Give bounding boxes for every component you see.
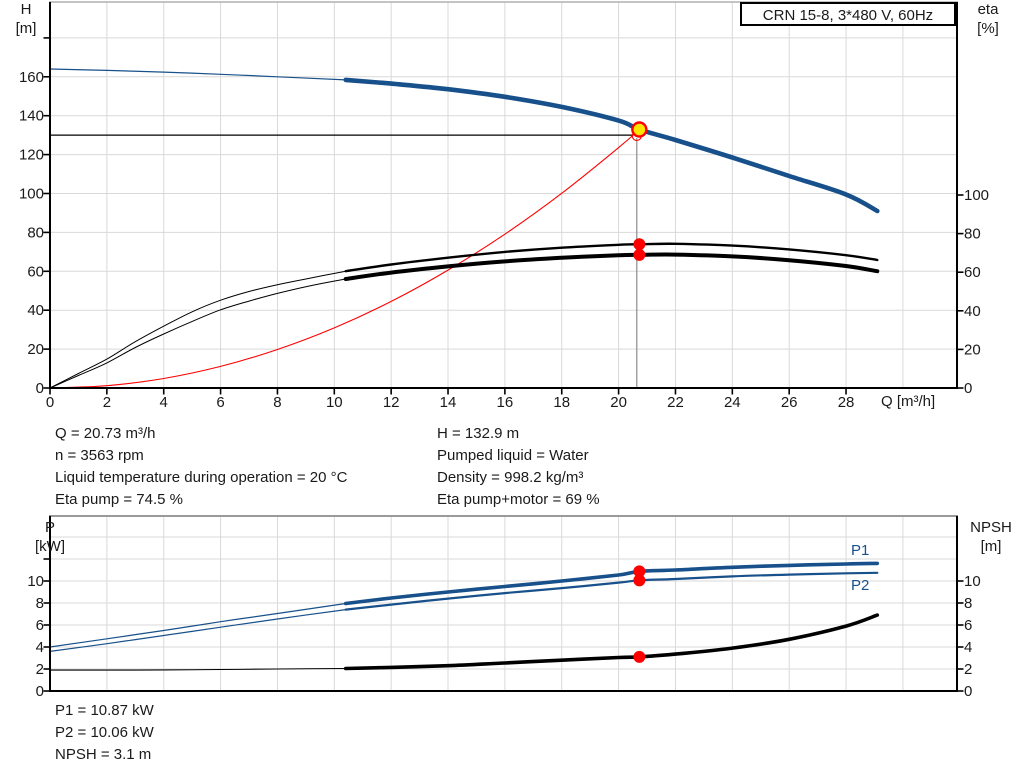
h-tick-label: 60 (27, 263, 44, 280)
p-tick-label: 8 (36, 595, 44, 612)
pump-title-text: CRN 15-8, 3*480 V, 60Hz (762, 7, 934, 24)
npsh-curve-thin (49, 667, 347, 671)
eta-axis-unit-label: eta [%] (964, 0, 1012, 38)
eta-duty-dot (633, 248, 646, 261)
q-tick-label: 14 (440, 394, 457, 411)
q-tick-label: 0 (46, 394, 54, 411)
eta-tick-label: 20 (964, 341, 981, 358)
system-curve-thin (49, 128, 640, 389)
annotation-flow: Q = 20.73 m³/h (55, 425, 156, 442)
p-tick-label: 2 (36, 661, 44, 678)
npsh-tick-label: 0 (964, 683, 972, 700)
p1-duty-dot (633, 565, 646, 578)
p-tick-label: 6 (36, 617, 44, 634)
h-tick-label: 80 (27, 224, 44, 241)
h-tick-label: 0 (36, 380, 44, 397)
duty-point-marker (631, 121, 648, 138)
eta-pump-curve-thin (49, 270, 347, 389)
eta-pump-curve (344, 242, 879, 273)
h-tick-label: 120 (19, 147, 44, 164)
annotation-p2: P2 = 10.06 kW (55, 724, 154, 741)
npsh-axis-unit-line2: [m] (980, 538, 1002, 555)
q-tick-label: 16 (497, 394, 514, 411)
annotation-npsh: NPSH = 3.1 m (55, 746, 152, 763)
q-tick-label: 22 (667, 394, 684, 411)
annotation-eta-pump: Eta pump = 74.5 % (55, 491, 183, 508)
duty-annotations-right: H = 132.9 m Pumped liquid = Water Densit… (437, 423, 600, 511)
annotation-head: H = 132.9 m (437, 425, 520, 442)
eta-axis-unit-line1: eta (977, 1, 999, 18)
pump-title-box: CRN 15-8, 3*480 V, 60Hz (740, 2, 956, 26)
qh-curve-thin (49, 68, 347, 81)
npsh-tick-label: 4 (964, 639, 972, 656)
annotation-p1: P1 = 10.87 kW (55, 702, 154, 719)
p2-curve-label: P2 (851, 577, 870, 594)
power-annotations: P1 = 10.87 kW P2 = 10.06 kW NPSH = 3.1 m (55, 700, 154, 766)
annotation-eta-pump-motor: Eta pump+motor = 69 % (437, 491, 600, 508)
h-axis-unit-label: H [m] (6, 0, 46, 38)
npsh-axis-unit-line1: NPSH (970, 519, 1012, 536)
p2-curve (344, 571, 879, 611)
p-tick-label: 10 (27, 573, 44, 590)
npsh-curve (343, 613, 880, 671)
annotation-pumped-liquid: Pumped liquid = Water (437, 447, 589, 464)
q-tick-label: 28 (838, 394, 855, 411)
eta-pump-motor-curve (343, 252, 880, 281)
q-tick-label: 20 (610, 394, 627, 411)
h-tick-label: 160 (19, 69, 44, 86)
p1-curve (343, 561, 880, 606)
eta-tick-label: 60 (964, 264, 981, 281)
q-tick-label: 6 (216, 394, 224, 411)
eta-duty-dot (633, 238, 646, 251)
annotation-density: Density = 998.2 kg/m³ (437, 469, 584, 486)
npsh-tick-label: 2 (964, 661, 972, 678)
p2-duty-dot (633, 574, 646, 587)
p-tick-label: 4 (36, 639, 44, 656)
annotation-speed: n = 3563 rpm (55, 447, 144, 464)
q-axis-unit-label: Q [m³/h] (881, 393, 936, 410)
q-tick-label: 18 (553, 394, 570, 411)
npsh-tick-label: 8 (964, 595, 972, 612)
qh-curve (343, 77, 880, 214)
h-tick-label: 40 (27, 302, 44, 319)
npsh-axis-unit-label: NPSH [m] (960, 518, 1022, 556)
p-axis-unit-label: P [kW] (24, 518, 76, 556)
p1-curve-thin (49, 602, 347, 648)
npsh-duty-dot (633, 650, 646, 663)
h-tick-label: 140 (19, 108, 44, 125)
q-tick-label: 8 (273, 394, 281, 411)
q-tick-label: 10 (326, 394, 343, 411)
eta-axis-unit-line2: [%] (977, 20, 999, 37)
p1-curve-label: P1 (851, 542, 870, 559)
p-axis-unit-line1: P (44, 519, 55, 536)
h-axis-unit-line2: [m] (15, 20, 37, 37)
eta-pump-motor-curve-thin (49, 278, 347, 389)
q-tick-label: 4 (160, 394, 168, 411)
npsh-tick-label: 6 (964, 617, 972, 634)
p-axis-unit-line2: [kW] (35, 538, 65, 555)
npsh-tick-label: 10 (964, 573, 981, 590)
q-tick-label: 12 (383, 394, 400, 411)
h-tick-label: 20 (27, 341, 44, 358)
h-tick-label: 100 (19, 186, 44, 203)
p-tick-label: 0 (36, 683, 44, 700)
annotation-liquid-temperature: Liquid temperature during operation = 20… (55, 469, 348, 486)
p2-curve-thin (49, 609, 347, 652)
q-tick-label: 26 (781, 394, 798, 411)
h-axis-unit-line1: H (20, 1, 32, 18)
q-tick-label: 2 (103, 394, 111, 411)
eta-tick-label: 0 (964, 380, 972, 397)
eta-tick-label: 40 (964, 303, 981, 320)
eta-tick-label: 80 (964, 226, 981, 243)
eta-tick-label: 100 (964, 187, 989, 204)
duty-annotations-left: Q = 20.73 m³/h n = 3563 rpm Liquid tempe… (55, 423, 347, 511)
q-tick-label: 24 (724, 394, 741, 411)
